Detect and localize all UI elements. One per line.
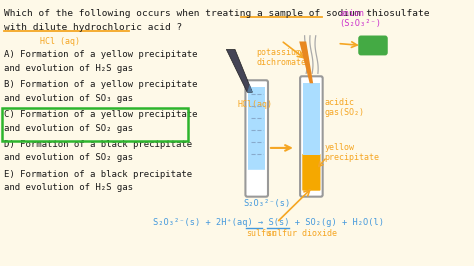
- Text: and evolution of SO₃ gas: and evolution of SO₃ gas: [4, 94, 133, 103]
- Text: sulfur dioxide: sulfur dioxide: [267, 230, 337, 239]
- Text: gas(SO₂): gas(SO₂): [324, 108, 365, 117]
- Text: C) Formation of a yellow precipitate: C) Formation of a yellow precipitate: [4, 110, 198, 119]
- Text: potassium: potassium: [257, 48, 302, 57]
- Text: HCl(aq): HCl(aq): [237, 100, 273, 109]
- Text: with dilute hydrochloric acid ?: with dilute hydrochloric acid ?: [4, 23, 182, 32]
- Text: S₂O₃²⁻(s): S₂O₃²⁻(s): [244, 199, 291, 208]
- Text: D) Formation of a black precipitate: D) Formation of a black precipitate: [4, 140, 192, 149]
- FancyBboxPatch shape: [358, 36, 388, 55]
- Text: and evolution of SO₂ gas: and evolution of SO₂ gas: [4, 153, 133, 162]
- Text: precipitate: precipitate: [324, 153, 379, 162]
- Text: and evolution of SO₂ gas: and evolution of SO₂ gas: [4, 123, 133, 132]
- Text: Which of the following occurs when treating a sample of sodium thiosulfate: Which of the following occurs when treat…: [4, 9, 429, 18]
- Bar: [248, 87, 265, 170]
- Text: anion: anion: [339, 9, 364, 18]
- Text: acidic: acidic: [324, 98, 355, 107]
- Polygon shape: [247, 84, 252, 92]
- Text: A) Formation of a yellow precipitate: A) Formation of a yellow precipitate: [4, 51, 198, 59]
- FancyBboxPatch shape: [300, 76, 323, 197]
- Text: (S₂O₃²⁻): (S₂O₃²⁻): [339, 19, 381, 28]
- Text: and evolution of H₂S gas: and evolution of H₂S gas: [4, 64, 133, 73]
- Text: S₂O₃²⁻(s) + 2H⁺(aq) → S(s) + SO₂(g) + H₂O(l): S₂O₃²⁻(s) + 2H⁺(aq) → S(s) + SO₂(g) + H₂…: [153, 218, 383, 227]
- Text: E) Formation of a black precipitate: E) Formation of a black precipitate: [4, 170, 192, 179]
- Bar: [303, 83, 319, 155]
- Text: sulfur: sulfur: [246, 230, 276, 239]
- FancyBboxPatch shape: [302, 154, 320, 191]
- Polygon shape: [299, 41, 313, 83]
- Text: yellow: yellow: [324, 143, 355, 152]
- Text: HCl (aq): HCl (aq): [40, 36, 80, 45]
- Text: B) Formation of a yellow precipitate: B) Formation of a yellow precipitate: [4, 80, 198, 89]
- Text: dichromate: dichromate: [257, 59, 307, 67]
- Text: and evolution of H₂S gas: and evolution of H₂S gas: [4, 183, 133, 192]
- Polygon shape: [227, 49, 252, 92]
- FancyBboxPatch shape: [246, 80, 268, 197]
- FancyBboxPatch shape: [247, 170, 266, 190]
- Bar: [1, 108, 188, 141]
